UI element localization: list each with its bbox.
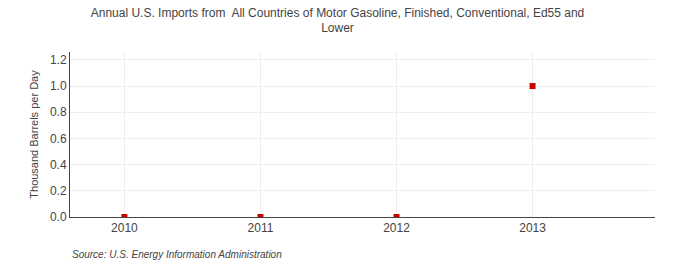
svg-text:1.0: 1.0 — [50, 79, 67, 93]
svg-text:0.2: 0.2 — [50, 184, 67, 198]
svg-text:2013: 2013 — [519, 221, 546, 235]
svg-text:0.4: 0.4 — [50, 158, 67, 172]
svg-text:2010: 2010 — [111, 221, 138, 235]
svg-text:0.8: 0.8 — [50, 105, 67, 119]
svg-text:1.2: 1.2 — [50, 53, 67, 67]
svg-text:0.0: 0.0 — [50, 210, 67, 224]
svg-text:Source: U.S. Energy Informatio: Source: U.S. Energy Information Administ… — [72, 249, 282, 260]
svg-text:2012: 2012 — [383, 221, 410, 235]
svg-text:0.6: 0.6 — [50, 132, 67, 146]
svg-text:2011: 2011 — [248, 221, 274, 235]
svg-text:Annual U.S. Imports from All: Annual U.S. Imports from All Countries o… — [91, 6, 585, 36]
svg-text:Thousand Barrels per Day: Thousand Barrels per Day — [28, 70, 40, 199]
